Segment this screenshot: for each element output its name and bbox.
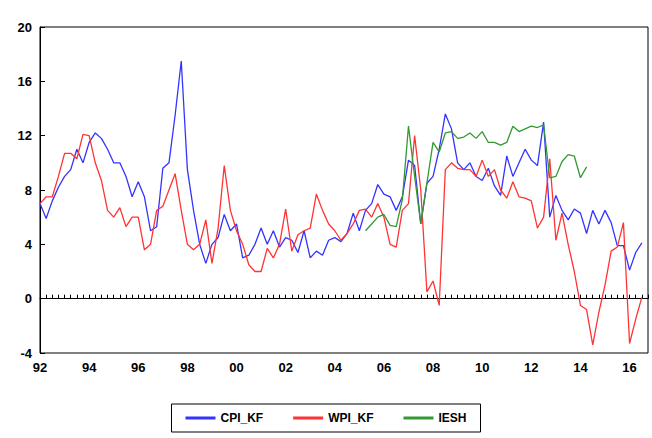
svg-text:4: 4 [25,237,33,252]
svg-text:98: 98 [180,360,194,375]
svg-text:02: 02 [278,360,292,375]
svg-text:12: 12 [524,360,538,375]
svg-text:10: 10 [475,360,489,375]
svg-text:92: 92 [33,360,47,375]
svg-text:-4: -4 [20,346,32,361]
svg-text:94: 94 [82,360,97,375]
svg-text:16: 16 [622,360,636,375]
svg-text:IESH: IESH [439,411,467,425]
svg-text:00: 00 [229,360,243,375]
svg-text:96: 96 [131,360,145,375]
svg-text:04: 04 [328,360,343,375]
svg-text:WPI_KF: WPI_KF [328,411,373,425]
svg-text:0: 0 [25,291,32,306]
svg-text:14: 14 [573,360,588,375]
svg-text:08: 08 [426,360,440,375]
svg-text:16: 16 [18,74,32,89]
svg-text:12: 12 [18,128,32,143]
svg-text:CPI_KF: CPI_KF [220,411,263,425]
svg-text:20: 20 [18,20,32,35]
svg-text:06: 06 [377,360,391,375]
svg-text:8: 8 [25,183,32,198]
